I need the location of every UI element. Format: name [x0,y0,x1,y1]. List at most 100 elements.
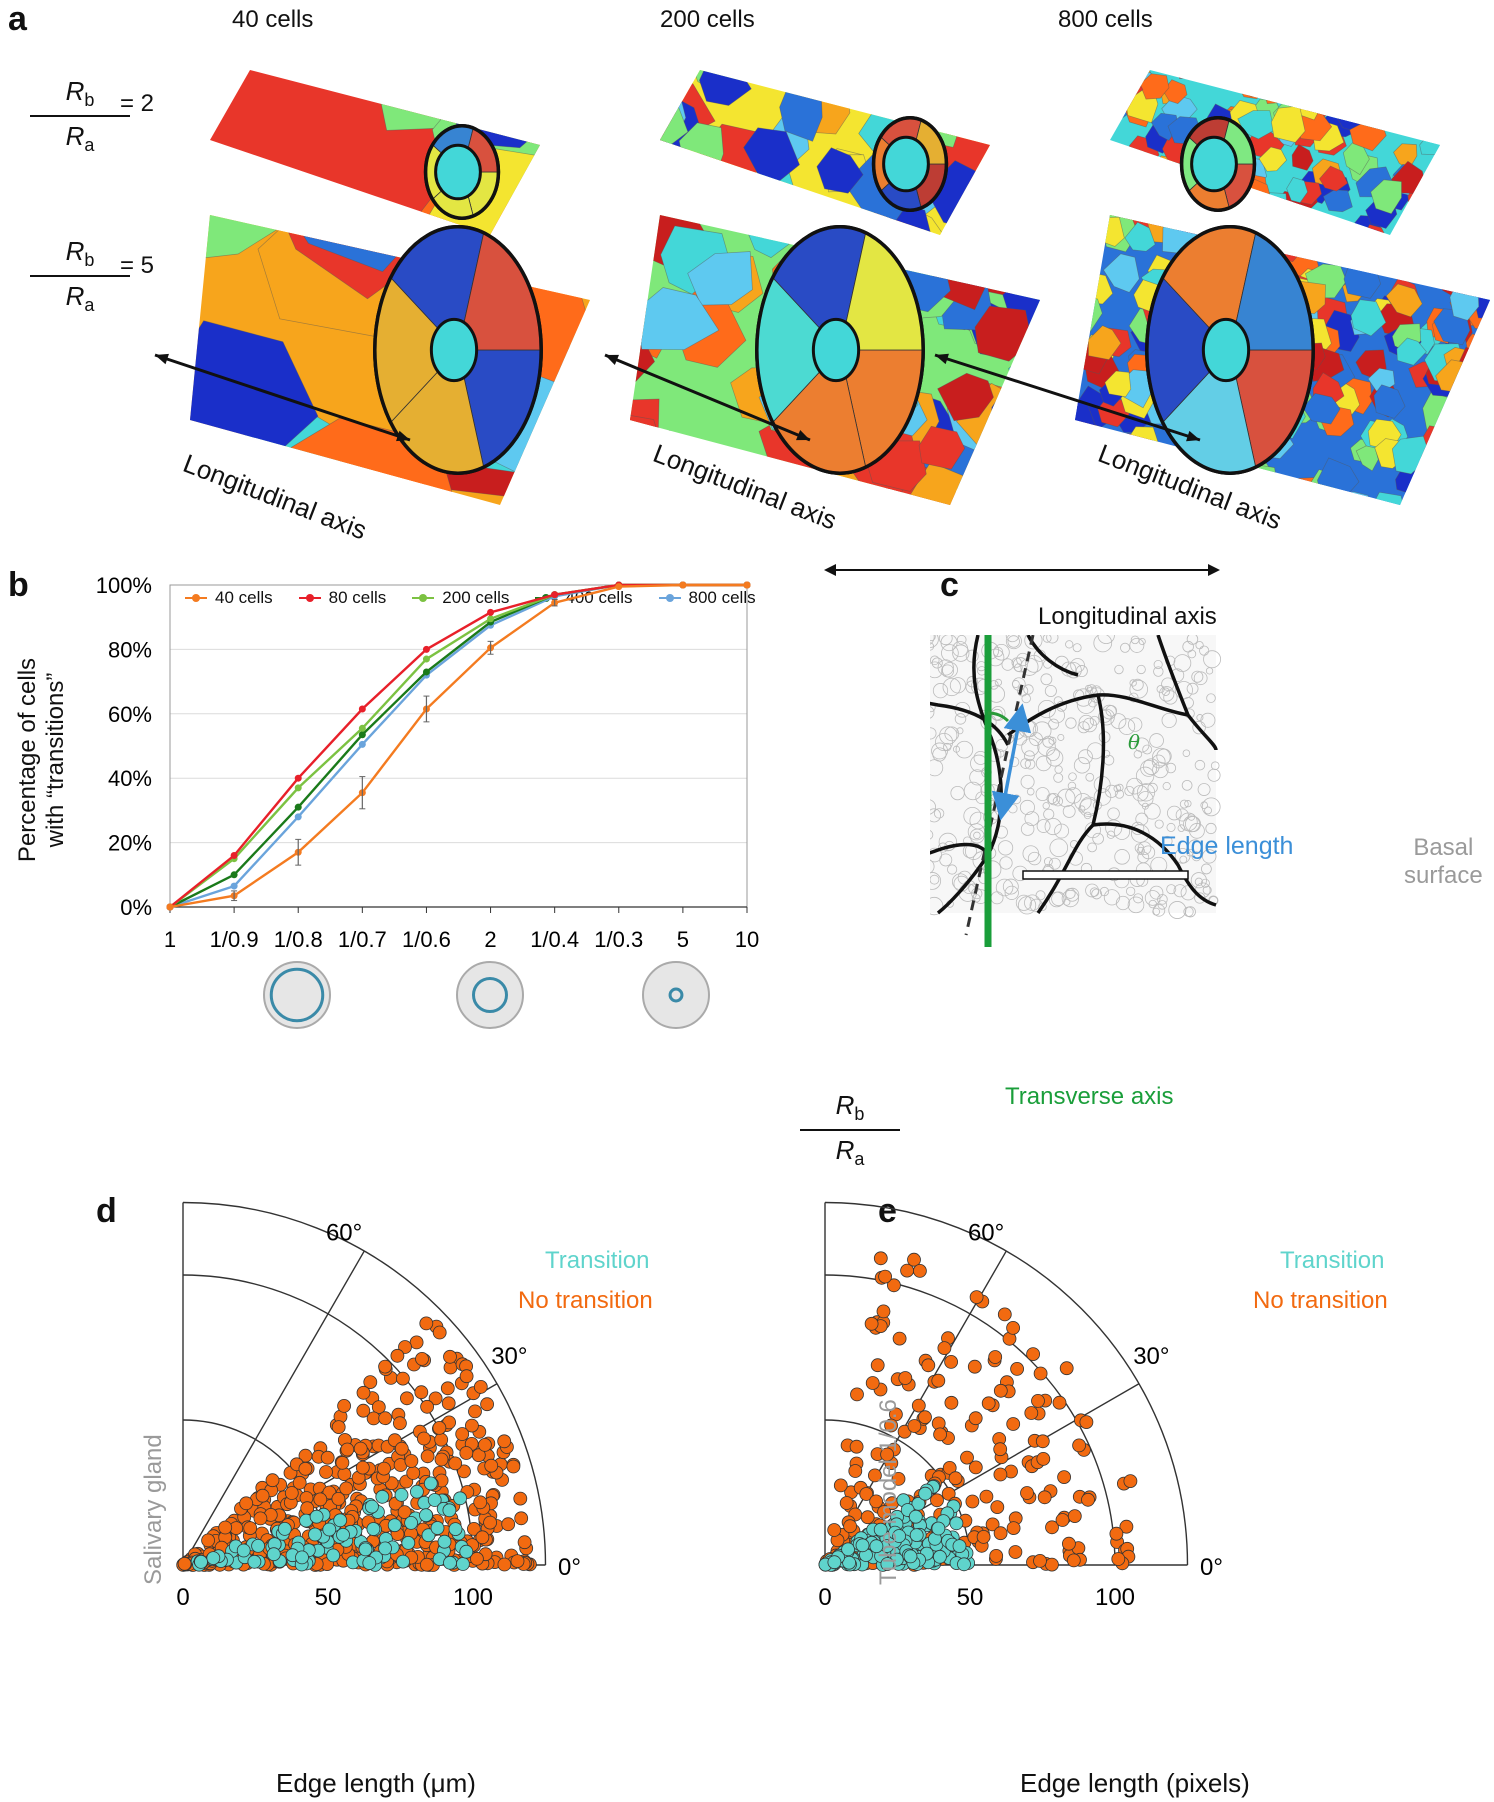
micro-vesicle [1175,808,1189,822]
scatter-point-no-transition [466,1521,481,1536]
scatter-point-no-transition [371,1400,386,1415]
tube-cell [1110,179,1127,207]
micro-vesicle [952,641,969,657]
legend-no-transition-d: No transition [518,1287,653,1314]
scatter-point-no-transition [869,1494,884,1509]
scatter-point-no-transition [988,1350,1003,1364]
scatter-point-no-transition [944,1395,959,1410]
tube-cell [1008,216,1040,276]
polar-ring [824,1419,971,1566]
tube-cell [1345,70,1367,78]
micro-vesicle [1035,890,1046,901]
x-tick-label: 1/0.4 [530,927,579,952]
micro-vesicle [1065,787,1082,804]
scatter-point-transition [322,1522,337,1537]
tube-cell [1075,215,1084,233]
micro-vesicle [1190,872,1207,889]
tube-cell [660,165,704,220]
scatter-point-no-transition [337,1398,352,1413]
micro-vesicle [1129,637,1145,653]
micro-vesicle [938,635,953,646]
data-point [358,724,366,732]
scatter-point-no-transition [891,1471,906,1486]
tube-cell [1288,70,1329,99]
scatter-point-no-transition [1006,1321,1021,1335]
micro-vesicle [938,832,958,852]
ratio-den: R [65,121,85,152]
ratio-den-sub: a [854,1149,865,1170]
micro-vesicle [1023,684,1034,695]
x-tick-label: 1/0.6 [402,927,451,952]
tube-cell [1396,337,1427,366]
scatter-point-no-transition [1123,1474,1138,1489]
micro-vesicle [1044,857,1053,866]
ratio-eq-5: = 5 [120,252,155,279]
micro-vesicle [1004,885,1019,900]
micro-vesicle [1005,635,1022,650]
scatter-point-no-transition [1109,1526,1124,1541]
data-point [358,740,366,748]
micro-vesicle [1174,681,1193,700]
tube-cell [971,71,990,119]
scatter-point-transition [442,1503,457,1518]
micro-vesicle [1093,788,1112,806]
micro-vesicle [1129,679,1137,687]
tube-cell [1383,106,1410,135]
scatter-point-no-transition [441,1396,456,1411]
scatter-point-no-transition [886,1278,901,1293]
data-point [230,882,238,890]
micro-vesicle [1105,705,1118,717]
micro-vesicle [1205,822,1217,835]
ratio-den: R [65,281,85,312]
legend-label: 80 cells [328,588,387,607]
tube-cell [1148,178,1173,202]
tube-cell [1338,75,1373,106]
tube-cell [1473,422,1490,453]
micro-vesicle [994,678,1003,687]
angle-label: 30° [491,1343,527,1370]
micro-vesicle [1167,805,1182,821]
scatter-point-transition [362,1556,377,1570]
scatter-point-no-transition [255,1488,270,1503]
micro-vesicle [930,896,944,916]
micro-vesicle [930,830,934,840]
scatter-point-no-transition [473,1379,488,1394]
micro-vesicle [1137,851,1150,864]
micro-vesicle [1068,772,1077,781]
scatter-point-no-transition [918,1410,932,1425]
tube-cell [1449,414,1477,442]
micro-vesicle [1137,791,1154,807]
micro-vesicle [1136,846,1145,855]
scatter-point-transition [401,1535,416,1550]
scatter-point-no-transition [1031,1393,1045,1408]
micro-vesicle [940,635,958,652]
lumen-inner [472,977,508,1013]
tube-cell [979,217,1037,263]
tube-cell [1110,70,1123,96]
tube-cell [1307,79,1332,108]
scatter-point-no-transition [397,1505,412,1520]
data-point [230,871,238,879]
micro-vesicle [1201,797,1221,817]
micro-vesicle [1192,720,1206,735]
angle-label: 60° [968,1220,1004,1247]
scatter-point-no-transition [501,1517,516,1532]
x-tick-label: 1 [164,927,176,952]
micro-vesicle [1154,819,1164,829]
tube-cell [843,70,891,106]
scatter-point-transition [309,1509,324,1524]
micro-vesicle [1135,766,1155,786]
scatter-point-transition [378,1541,393,1556]
micro-vesicle [1057,733,1065,741]
tube-cell [1406,253,1438,281]
micro-vesicle [1065,640,1074,649]
tube-cell [1463,184,1494,214]
angle-label: 30° [1133,1343,1169,1370]
scatter-point-transition [409,1484,424,1499]
scatter-point-no-transition [849,1439,864,1454]
micro-vesicle [931,657,943,669]
scatter-point-no-transition [469,1551,484,1566]
micro-vesicle [1091,888,1102,900]
micro-vesicle [1165,762,1177,774]
ratio-num: R [65,236,85,266]
